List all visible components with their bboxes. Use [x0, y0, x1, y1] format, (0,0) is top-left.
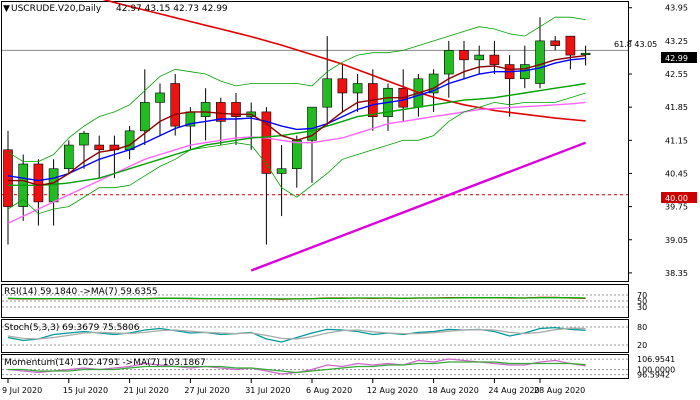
- stoch-panel-frame: [1, 319, 629, 353]
- moving-averages: [7, 0, 587, 272]
- panel-series-line: [7, 326, 586, 343]
- panel-series-line: [7, 327, 586, 340]
- stoch-axis: 80 20: [637, 323, 647, 350]
- candle: [474, 45, 485, 75]
- chart-title-triangle-icon: ▼: [3, 4, 10, 14]
- candle: [580, 45, 591, 66]
- rsi-panel[interactable]: RSI(14) 59.1840 ->MA(7) 59.6355: [1, 284, 629, 318]
- time-tick-label: 18 Aug 2020: [428, 386, 479, 395]
- current-price-tag: [661, 52, 697, 63]
- panel-series-line: [7, 297, 586, 300]
- time-tick-label: 31 Jul 2020: [245, 386, 290, 395]
- candle: [3, 130, 13, 245]
- momentum-lines: [2, 358, 628, 376]
- candle: [216, 97, 226, 146]
- stoch-lines: [2, 326, 628, 346]
- price-tick-label: 38.35: [665, 269, 688, 278]
- momentum-panel[interactable]: Momentum(14) 102.4791 ->MA(7) 103.1867: [1, 354, 629, 379]
- level-price-tag-text: 40.00: [665, 194, 688, 203]
- candle: [170, 74, 180, 136]
- overlay-line-5: [7, 16, 586, 163]
- panel-tick-label: 80: [637, 323, 647, 332]
- panel-tick-label: 100.0000: [637, 366, 675, 375]
- price-panel-frame: [1, 1, 629, 282]
- rsi-lines: [2, 294, 628, 308]
- overlay-line-2: [8, 82, 586, 187]
- fib-level-label: 61.8 43.05: [614, 40, 657, 49]
- panel-tick-label: 50: [637, 297, 647, 306]
- stoch-panel[interactable]: Stoch(5,3,3) 69.3679 75.5806: [1, 319, 629, 353]
- time-tick-label: 28 Aug 2020: [534, 386, 585, 395]
- time-tick-label: 6 Aug 2020: [306, 386, 352, 395]
- price-panel[interactable]: ▼ USCRUDE.V20,Daily 42.97 43.15 42.73 42…: [1, 0, 658, 282]
- candle: [565, 35, 576, 70]
- panel-tick-label: 20: [637, 341, 647, 350]
- price-tick-label: 42.55: [665, 70, 688, 79]
- price-tick-label: 43.25: [665, 37, 688, 46]
- overlay-line-3: [7, 57, 586, 182]
- time-tick-label: 21 Jul 2020: [124, 386, 169, 395]
- momentum-title: Momentum(14) 102.4791 ->MA(7) 103.1867: [4, 358, 206, 368]
- price-tick-label: 39.75: [665, 203, 688, 212]
- panel-tick-label: 70: [637, 291, 647, 300]
- price-tick-label: 43.95: [665, 4, 688, 13]
- candle: [322, 36, 333, 127]
- panel-tick-label: 96.5942: [637, 371, 670, 380]
- panel-tick-label: 30: [637, 303, 647, 312]
- ohlc-header: 42.97 43.15 42.73 42.99: [116, 4, 228, 14]
- candle: [443, 40, 454, 98]
- long-moving-average: [250, 141, 587, 272]
- candle: [489, 40, 500, 75]
- panel-tick-label: 106.9541: [637, 355, 675, 364]
- price-tick-label: 39.05: [665, 236, 688, 245]
- candle: [307, 106, 317, 183]
- candle: [337, 64, 348, 112]
- rsi-title: RSI(14) 59.1840 ->MA(7) 59.6355: [4, 287, 158, 297]
- level-price-tag: [661, 192, 697, 203]
- price-tick-label: 40.45: [665, 169, 688, 178]
- candle: [276, 145, 287, 217]
- price-axis: 43.95 43.25 42.55 41.85 41.15 40.45 39.75 39.05…: [628, 4, 688, 278]
- momentum-panel-frame: [1, 354, 629, 379]
- price-tick-label: 41.15: [665, 136, 688, 145]
- current-price-tag-text: 42.99: [665, 54, 688, 63]
- time-tick-label: 27 Jul 2020: [184, 386, 229, 395]
- candle: [33, 159, 44, 226]
- candle: [352, 74, 363, 112]
- rsi-panel-frame: [1, 284, 629, 318]
- candle: [94, 135, 104, 179]
- overlay-line-6: [7, 92, 586, 215]
- candle: [550, 36, 561, 51]
- chart-title: USCRUDE.V20,Daily: [11, 4, 102, 14]
- candle: [64, 140, 74, 174]
- time-tick-label: 24 Aug 2020: [488, 386, 539, 395]
- price-hlines: [2, 49, 628, 196]
- price-tick-label: 41.85: [665, 103, 688, 112]
- stoch-title: Stoch(5,3,3) 69.3679 75.5806: [4, 323, 140, 333]
- time-tick-label: 15 Jul 2020: [63, 386, 108, 395]
- candle: [200, 88, 211, 141]
- panel-series-line: [8, 361, 586, 374]
- time-axis: 9 Jul 2020 15 Jul 2020 21 Jul 2020 27 Jul 2…: [2, 379, 585, 395]
- overlay-line-4: [8, 54, 586, 187]
- overlay-line-1: [7, 101, 586, 224]
- time-tick-label: 9 Jul 2020: [2, 386, 42, 395]
- candle: [261, 107, 272, 245]
- time-tick-label: 12 Aug 2020: [367, 386, 418, 395]
- candle: [535, 17, 545, 89]
- candle: [155, 83, 165, 136]
